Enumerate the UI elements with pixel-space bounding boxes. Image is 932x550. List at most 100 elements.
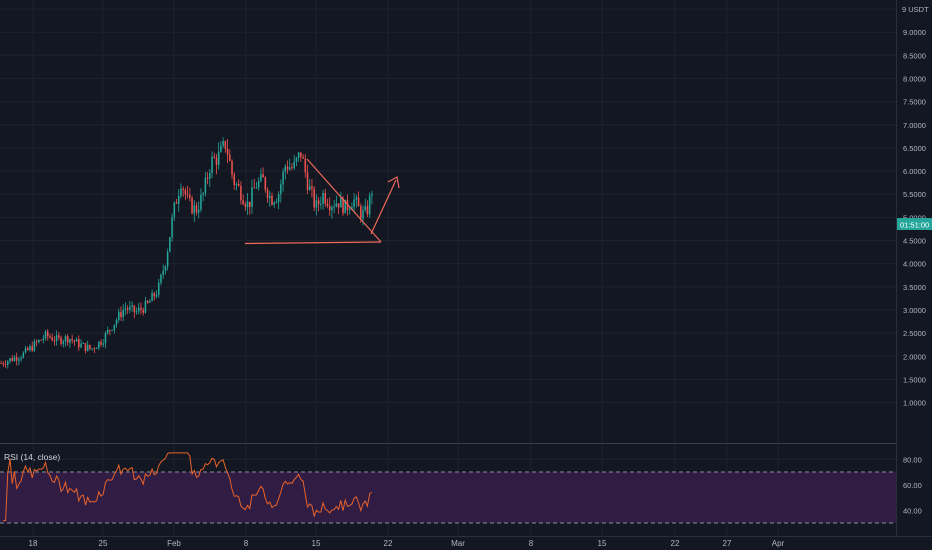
price-tick-label[interactable]: 2.0000	[903, 352, 926, 361]
time-tick-label[interactable]: Apr	[772, 539, 785, 548]
time-tick-label[interactable]: 25	[99, 539, 108, 548]
candle-body	[268, 195, 271, 199]
candle-body	[42, 338, 45, 340]
candle-body	[364, 206, 367, 211]
candle-body	[340, 197, 342, 208]
price-tick-label[interactable]: 1.0000	[903, 399, 926, 408]
time-axis[interactable]: 18 25 Feb 8 15 22 Mar 8 15 22 27 Apr	[0, 536, 932, 550]
candle-body	[11, 358, 13, 361]
price-tick-label[interactable]: 3.5000	[903, 283, 926, 292]
price-tick-label[interactable]: 9.0000	[903, 28, 926, 37]
candle-body	[31, 346, 33, 351]
price-tick-label[interactable]: 8.0000	[903, 74, 926, 83]
breakout-arrow[interactable]	[370, 179, 397, 235]
candle-body	[182, 188, 184, 190]
time-tick-label[interactable]: 22	[671, 539, 680, 548]
candle-body	[118, 311, 120, 321]
candle-body	[224, 141, 227, 149]
candle-body	[44, 331, 47, 339]
candle-body	[206, 177, 209, 179]
candle-body	[120, 311, 122, 318]
time-tick-label[interactable]: Mar	[451, 539, 465, 548]
price-tick-label[interactable]: 9 USDT	[902, 5, 929, 14]
candle-body	[160, 274, 162, 283]
candle-body	[202, 193, 204, 195]
candle-body	[195, 205, 198, 213]
candle-body	[111, 330, 113, 331]
price-tick-label[interactable]: 5.0000	[903, 213, 926, 222]
candle-body	[84, 343, 87, 351]
price-tick-label[interactable]: 3.0000	[903, 306, 926, 315]
time-tick-label[interactable]: 15	[598, 539, 607, 548]
candle-body	[306, 172, 309, 191]
rsi-label[interactable]: RSI (14, close)	[4, 452, 60, 462]
price-axis-background[interactable]	[896, 0, 932, 536]
candle-body	[58, 335, 60, 338]
time-tick-label[interactable]: 27	[723, 539, 732, 548]
candle-body	[362, 210, 364, 219]
candle-body	[266, 189, 269, 199]
price-tick-label[interactable]: 7.5000	[903, 98, 926, 107]
candle-body	[355, 197, 358, 200]
candle-body	[360, 206, 362, 219]
candle-body	[62, 341, 65, 344]
price-tick-label[interactable]: 5.5000	[903, 190, 926, 199]
candle-body	[300, 152, 302, 157]
rsi-tick-label[interactable]: 60.00	[903, 481, 922, 490]
candle-body	[333, 206, 335, 208]
candle-body	[75, 339, 78, 342]
candle-body	[22, 352, 25, 358]
candle-body	[93, 348, 96, 350]
candle-body	[4, 364, 7, 366]
price-tick-label[interactable]: 4.5000	[903, 237, 926, 246]
time-tick-label[interactable]: 18	[29, 539, 38, 548]
time-tick-label[interactable]: 15	[312, 539, 321, 548]
candle-body	[215, 157, 218, 165]
candle-body	[102, 343, 105, 345]
triangle-pattern-drawing[interactable]	[244, 158, 400, 245]
candle-body	[275, 201, 278, 203]
candle-body	[317, 200, 320, 205]
time-tick-label[interactable]: 8	[244, 539, 249, 548]
candle-body	[164, 266, 167, 271]
candle-body	[155, 294, 158, 297]
candle-body	[100, 341, 102, 345]
candle-body	[126, 308, 129, 310]
price-tick-label[interactable]: 4.0000	[903, 260, 926, 269]
candle-body	[273, 202, 275, 205]
rsi-axis[interactable]: 80.00 60.00 40.00	[903, 455, 922, 515]
candle-body	[9, 358, 11, 362]
price-tick-label[interactable]: 6.5000	[903, 144, 926, 153]
candle-body	[271, 195, 273, 205]
candle-body	[106, 330, 109, 334]
rsi-tick-label[interactable]: 40.00	[903, 506, 922, 515]
time-tick-label[interactable]: Feb	[167, 539, 181, 548]
triangle-upper-trendline[interactable]	[306, 158, 382, 243]
candle-body	[255, 187, 258, 189]
candle-body	[60, 337, 62, 344]
breakout-arrowhead[interactable]	[387, 176, 400, 189]
time-axis-background	[0, 536, 932, 550]
candle-body	[284, 166, 287, 172]
candle-body	[142, 309, 144, 313]
price-tick-label[interactable]: 1.5000	[903, 375, 926, 384]
time-tick-label[interactable]: 8	[529, 539, 534, 548]
price-tick-label[interactable]: 2.5000	[903, 329, 926, 338]
price-tick-label[interactable]: 6.0000	[903, 167, 926, 176]
price-tick-label[interactable]: 8.5000	[903, 51, 926, 60]
price-tick-label[interactable]: 7.0000	[903, 121, 926, 130]
candle-body	[157, 282, 160, 295]
candle-body	[211, 156, 213, 173]
price-tick-label[interactable]: 0.5000	[903, 0, 926, 2]
candle-body	[20, 357, 22, 360]
candle-body	[49, 336, 51, 338]
rsi-tick-label[interactable]: 80.00	[903, 455, 922, 464]
candle-body	[324, 193, 327, 204]
triangle-lower-trendline[interactable]	[244, 241, 382, 245]
candle-body	[233, 174, 236, 185]
time-tick-label[interactable]: 22	[384, 539, 393, 548]
price-axis[interactable]: 9 USDT 9.0000 8.5000 8.0000 7.5000 7.0000 6.50…	[902, 0, 929, 408]
candle-body	[220, 145, 222, 152]
candle-body	[171, 217, 173, 238]
